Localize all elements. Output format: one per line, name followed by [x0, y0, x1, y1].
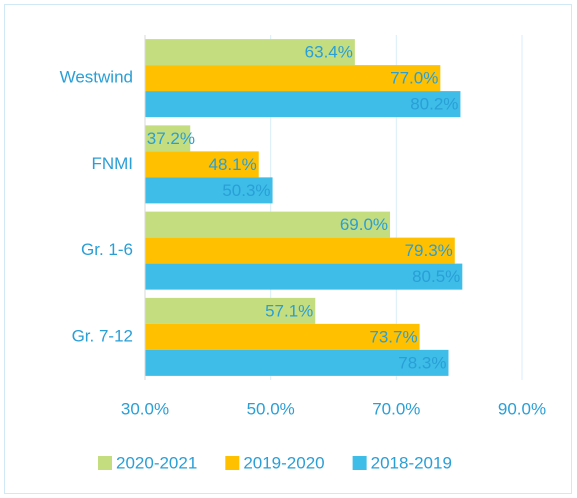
x-tick-label: 90.0%	[498, 399, 546, 418]
bar	[145, 263, 463, 290]
bar	[145, 91, 461, 118]
bar	[145, 39, 355, 66]
x-tick-label: 30.0%	[121, 399, 169, 418]
bar	[145, 297, 316, 324]
legend-swatch	[352, 456, 367, 470]
bar	[145, 65, 441, 92]
legend-swatch	[98, 456, 112, 470]
bar	[145, 349, 449, 376]
value-label: 78.3%	[398, 353, 446, 372]
value-label: 69.0%	[340, 215, 388, 234]
value-label: 48.1%	[209, 155, 257, 174]
y-tick-label: Gr. 1-6	[81, 240, 133, 259]
value-label: 57.1%	[265, 301, 313, 320]
value-label: 73.7%	[369, 327, 417, 346]
value-label: 79.3%	[405, 241, 453, 260]
value-label: 63.4%	[305, 43, 353, 62]
bar	[145, 237, 455, 264]
value-label: 77.0%	[390, 69, 438, 88]
legend-label: 2019-2020	[243, 453, 324, 472]
bar	[145, 125, 191, 152]
bar	[145, 211, 391, 238]
y-tick-label: FNMI	[91, 154, 133, 173]
value-label: 37.2%	[147, 129, 195, 148]
value-label: 80.2%	[410, 95, 458, 114]
value-label: 80.5%	[412, 267, 460, 286]
x-tick-label: 70.0%	[372, 399, 420, 418]
x-tick-label: 50.0%	[247, 399, 295, 418]
bar	[145, 151, 259, 178]
y-tick-label: Gr. 7-12	[72, 326, 133, 345]
bar	[145, 323, 420, 350]
legend-label: 2018-2019	[371, 453, 452, 472]
value-label: 50.3%	[222, 181, 270, 200]
legend-label: 2020-2021	[116, 453, 197, 472]
bar	[145, 177, 273, 204]
y-tick-label: Westwind	[60, 68, 133, 87]
legend-swatch	[225, 456, 240, 470]
